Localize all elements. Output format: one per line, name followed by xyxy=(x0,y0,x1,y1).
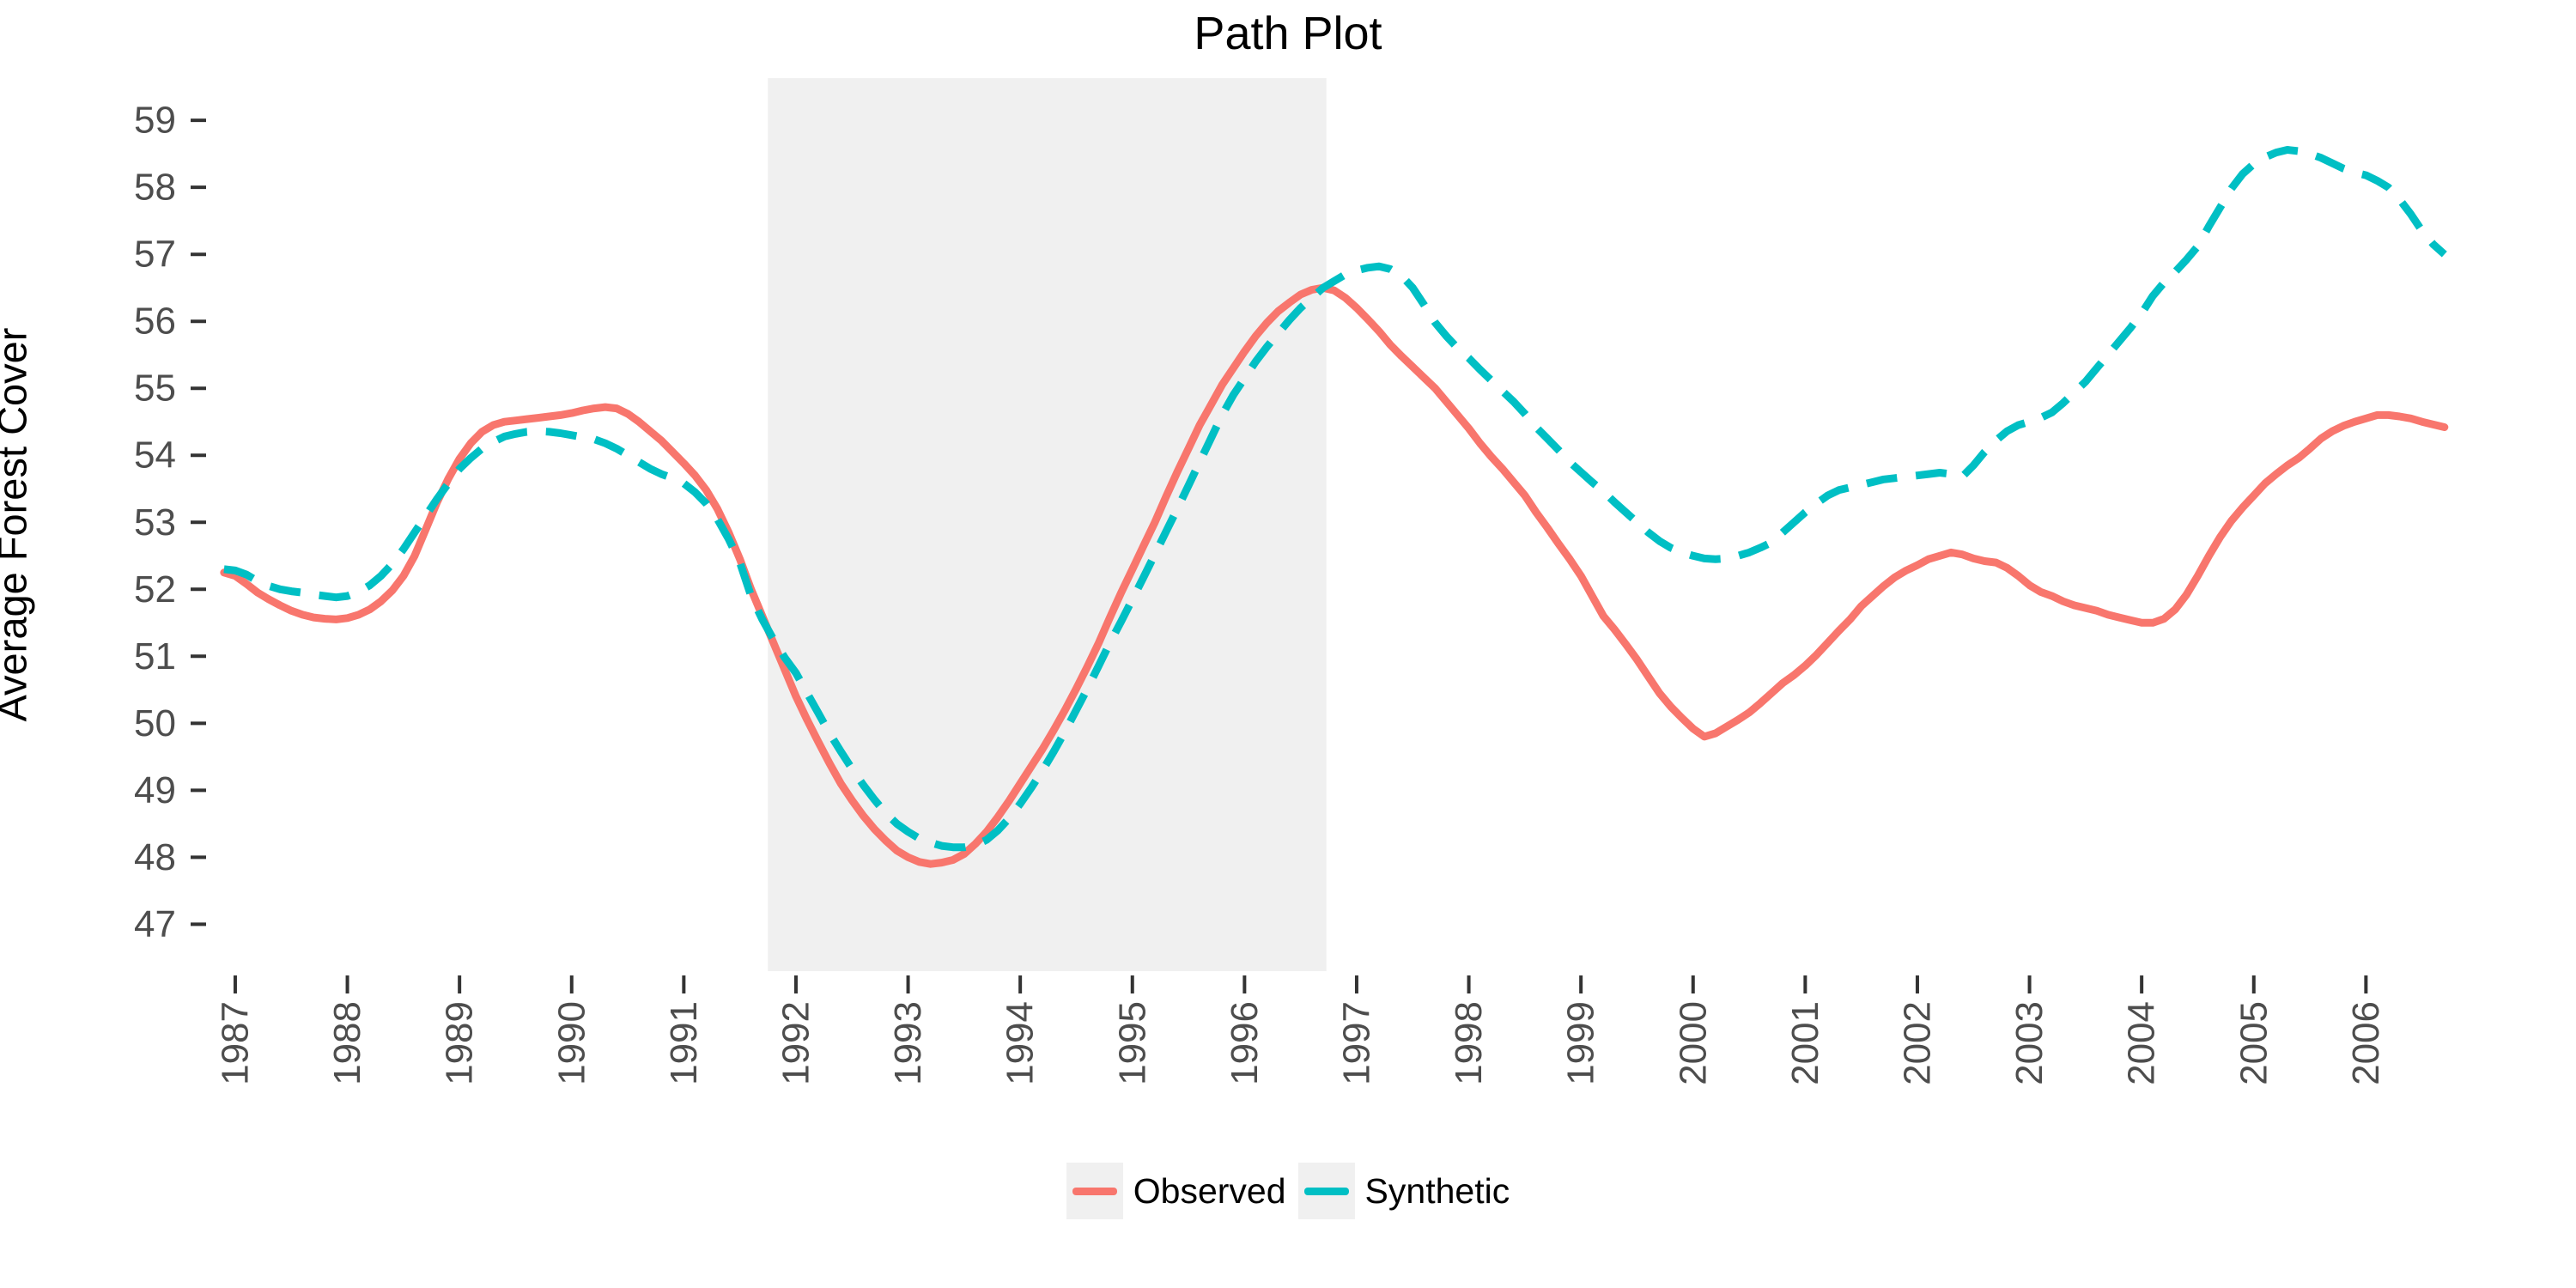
y-axis-tick-label: 55 xyxy=(134,368,176,410)
x-axis-tick-label: 2003 xyxy=(2008,1001,2050,1085)
x-axis-tick-label: 1999 xyxy=(1560,1001,1602,1085)
legend-item-synthetic: Synthetic xyxy=(1297,1163,1510,1219)
y-axis-tick-label: 48 xyxy=(134,836,176,878)
y-axis-tick-label: 49 xyxy=(134,769,176,811)
legend-item-observed: Observed xyxy=(1066,1163,1286,1219)
x-axis-tick-label: 1987 xyxy=(214,1001,256,1085)
observed-line xyxy=(220,283,2449,868)
observed-line-swatch xyxy=(1072,1187,1117,1195)
y-axis-tick-label: 52 xyxy=(134,568,176,611)
y-axis-tick-label: 57 xyxy=(134,234,176,276)
shaded-region xyxy=(768,78,1327,971)
x-axis-tick-label: 1990 xyxy=(550,1001,592,1085)
x-axis-tick-label: 1992 xyxy=(775,1001,817,1085)
x-axis-tick-label: 2001 xyxy=(1784,1001,1826,1085)
legend-key-observed xyxy=(1066,1163,1123,1219)
x-axis-tick-label: 2006 xyxy=(2345,1001,2387,1085)
y-axis-tick-label: 54 xyxy=(134,434,176,477)
x-axis-tick-label: 1988 xyxy=(326,1001,368,1085)
y-axis-tick-label: 56 xyxy=(134,301,176,343)
legend-label-synthetic: Synthetic xyxy=(1364,1170,1510,1211)
x-axis-tick-label: 1989 xyxy=(439,1001,481,1085)
x-axis-tick-label: 2005 xyxy=(2233,1001,2275,1085)
x-axis-tick-label: 1998 xyxy=(1448,1001,1490,1085)
x-axis-tick-label: 1997 xyxy=(1335,1001,1377,1085)
y-axis-tick-label: 51 xyxy=(134,635,176,677)
chart-title: Path Plot xyxy=(1194,8,1382,59)
x-axis-tick-label: 2000 xyxy=(1672,1001,1714,1085)
legend: Observed Synthetic xyxy=(0,1161,2576,1221)
x-axis-tick-label: 1996 xyxy=(1224,1001,1266,1085)
x-axis-tick-label: 1994 xyxy=(999,1001,1042,1085)
x-axis-tick-label: 1995 xyxy=(1111,1001,1153,1085)
x-axis-tick-label: 1991 xyxy=(663,1001,705,1085)
x-axis-tick-label: 1993 xyxy=(887,1001,929,1085)
y-axis-tick-label: 47 xyxy=(134,903,176,945)
legend-key-synthetic xyxy=(1297,1163,1355,1219)
synthetic-line xyxy=(223,146,2447,852)
y-axis-tick-label: 58 xyxy=(134,167,176,209)
x-axis-tick-label: 2004 xyxy=(2121,1001,2163,1085)
y-axis-tick-label: 53 xyxy=(134,501,176,544)
y-axis-tick-label: 50 xyxy=(134,702,176,744)
y-axis-tick-label: 59 xyxy=(134,100,176,142)
legend-label-observed: Observed xyxy=(1133,1170,1286,1211)
synthetic-line-swatch xyxy=(1303,1187,1349,1195)
x-axis-tick-label: 2002 xyxy=(1896,1001,1938,1085)
